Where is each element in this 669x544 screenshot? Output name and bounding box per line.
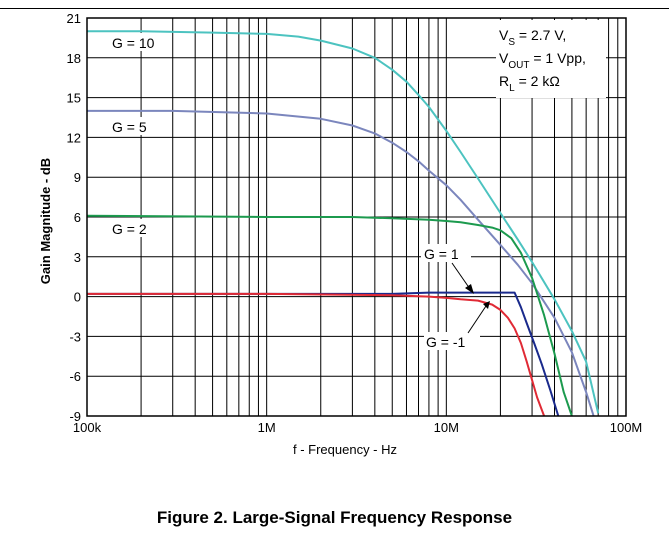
y-tick-label: 6 (74, 210, 81, 225)
y-tick-label: 0 (74, 290, 81, 305)
x-axis-label: f - Frequency - Hz (293, 442, 397, 457)
x-tick-label: 10M (434, 420, 459, 435)
top-rule (0, 8, 669, 9)
series-layer (86, 30, 600, 417)
arrow-g1-head (465, 284, 474, 294)
y-tick-label: -9 (69, 409, 81, 424)
y-tick-label: 9 (74, 170, 81, 185)
label-bg-g5 (108, 117, 160, 135)
y-tick-label: 3 (74, 250, 81, 265)
label-bg-g1 (421, 244, 471, 262)
series-labels: G = 10 G = 5 G = 2 G = 1 G = -1 (108, 33, 490, 350)
figure-caption: Figure 2. Large-Signal Frequency Respons… (156, 508, 513, 527)
series-line-3 (87, 291, 560, 417)
plot-frame (86, 17, 627, 417)
series-label-g2: G = 2 (112, 221, 147, 237)
x-tick-label: 100k (73, 420, 102, 435)
series-label-g1: G = 1 (424, 246, 459, 262)
arrow-gm1-head (483, 301, 490, 309)
y-tick-label: -3 (69, 329, 81, 344)
series-label-gm1: G = -1 (426, 334, 466, 350)
y-tick-label: -6 (69, 369, 81, 384)
condition-vs: VS = 2.7 V, (499, 27, 566, 48)
series-label-g10: G = 10 (112, 35, 155, 51)
x-tick-label: 1M (258, 420, 276, 435)
x-tick-label: 100M (610, 420, 643, 435)
y-tick-label: 18 (67, 51, 81, 66)
series-line-1 (87, 109, 595, 417)
arrow-g1 (451, 262, 471, 290)
label-bg-g10 (108, 33, 166, 51)
y-tick-label: 12 (67, 130, 81, 145)
condition-vout: VOUT = 1 Vpp, (499, 50, 586, 71)
conditions-box: VS = 2.7 V, VOUT = 1 Vpp, RL = 2 kΩ (496, 20, 606, 98)
series-label-g5: G = 5 (112, 119, 147, 135)
label-bg-gm1 (424, 332, 480, 350)
y-axis-label: Gain Magnitude - dB (38, 158, 53, 284)
series-line-4 (87, 292, 546, 417)
condition-rl: RL = 2 kΩ (499, 73, 560, 94)
conditions-bg (496, 20, 606, 98)
arrow-gm1 (467, 305, 487, 334)
y-tick-label: 21 (67, 11, 81, 26)
series-line-0 (87, 30, 600, 414)
label-bg-g2 (108, 219, 160, 237)
y-tick-label: 15 (67, 91, 81, 106)
series-line-2 (86, 214, 573, 417)
